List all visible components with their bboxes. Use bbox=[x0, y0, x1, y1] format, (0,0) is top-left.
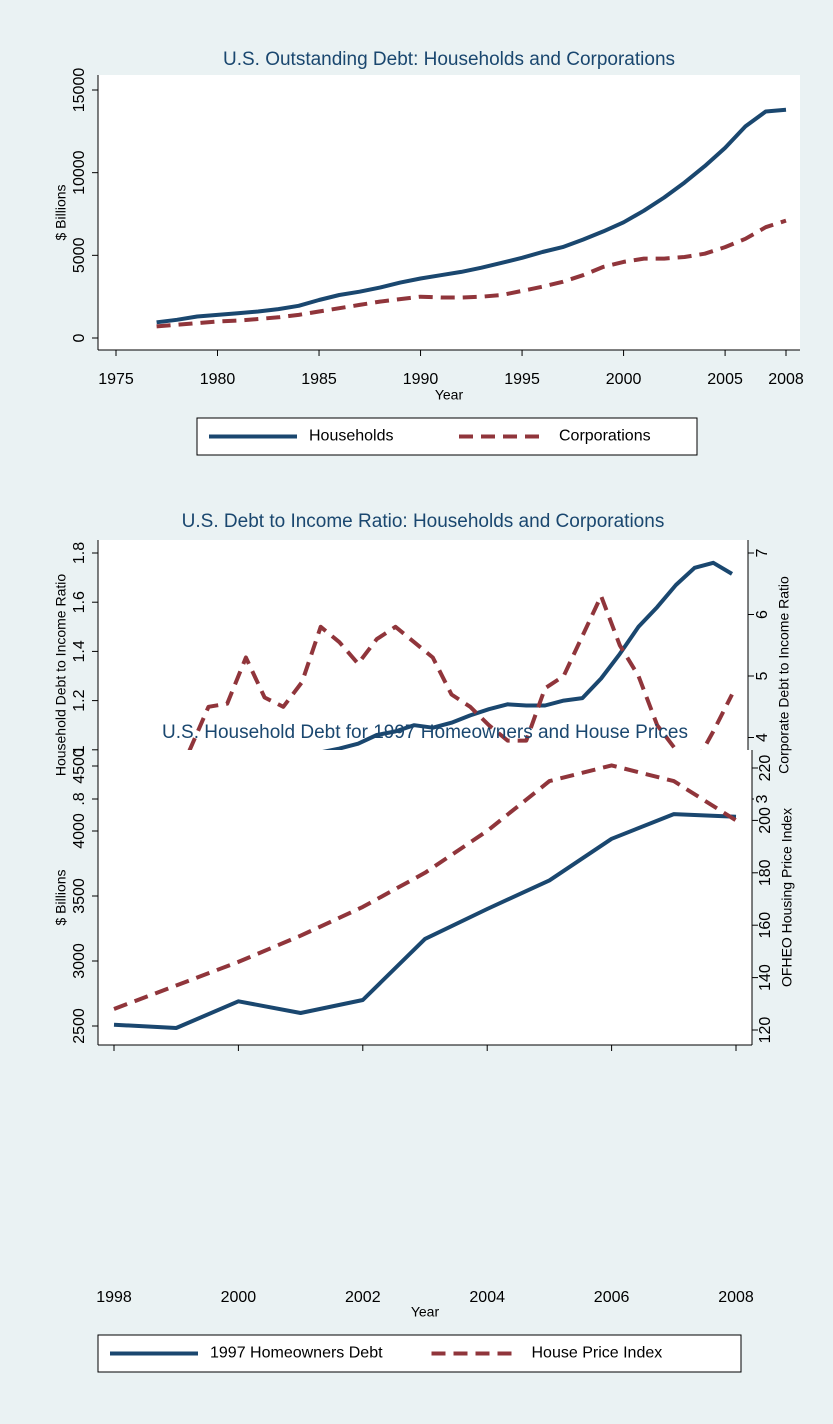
y-tick-label: 5000 bbox=[71, 237, 88, 273]
legend-label: Corporations bbox=[559, 428, 651, 445]
x-tick-label: 1985 bbox=[301, 371, 337, 388]
y-tick-label: 3000 bbox=[71, 943, 88, 979]
y-tick-label: 1 bbox=[71, 745, 88, 754]
y-tick-label: .8 bbox=[71, 792, 88, 805]
x-axis-title: Year bbox=[411, 1304, 440, 1320]
y2-tick-label: 200 bbox=[757, 807, 774, 834]
y-tick-label: 15000 bbox=[71, 68, 88, 113]
y-axis-title: $ Billions bbox=[53, 184, 69, 240]
y-axis-title: Household Debt to Income Ratio bbox=[53, 574, 69, 777]
y-tick-label: 1.8 bbox=[71, 542, 88, 564]
y2-axis-title: OFHEO Housing Price Index bbox=[779, 808, 795, 987]
x-tick-label: 1975 bbox=[98, 371, 134, 388]
x-tick-label: 1990 bbox=[403, 371, 439, 388]
x-tick-label: 2005 bbox=[707, 371, 743, 388]
x-tick-label: 2008 bbox=[718, 1289, 754, 1306]
y-tick-label: 1.6 bbox=[71, 591, 88, 613]
series-line bbox=[113, 763, 738, 1011]
chart-title: U.S. Household Debt for 1997 Homeowners … bbox=[162, 722, 688, 743]
x-tick-label: 1995 bbox=[504, 371, 540, 388]
x-tick-label: 2000 bbox=[606, 371, 642, 388]
y-tick-label: 3500 bbox=[71, 878, 88, 914]
chart-title: U.S. Outstanding Debt: Households and Co… bbox=[223, 49, 675, 70]
legend-label: House Price Index bbox=[532, 1345, 663, 1362]
y2-tick-label: 6 bbox=[754, 610, 771, 619]
y2-tick-label: 140 bbox=[757, 964, 774, 991]
y2-tick-label: 160 bbox=[757, 912, 774, 939]
legend bbox=[196, 417, 698, 456]
series-line bbox=[156, 218, 787, 329]
y-tick-label: 2500 bbox=[71, 1008, 88, 1044]
y2-tick-label: 4 bbox=[754, 733, 771, 742]
chart-title: U.S. Debt to Income Ratio: Households an… bbox=[182, 511, 665, 532]
x-tick-label: 2008 bbox=[768, 371, 804, 388]
y-tick-label: 1.4 bbox=[71, 640, 88, 662]
x-tick-label: 2002 bbox=[345, 1289, 381, 1306]
series-line bbox=[113, 812, 737, 1030]
y2-axis-title: Corporate Debt to Income Ratio bbox=[776, 576, 792, 774]
y2-tick-label: 180 bbox=[757, 859, 774, 886]
y2-tick-label: 7 bbox=[754, 548, 771, 557]
y2-tick-label: 3 bbox=[754, 794, 771, 803]
y2-tick-label: 5 bbox=[754, 671, 771, 680]
y-tick-label: 4000 bbox=[71, 813, 88, 849]
x-axis-title: Year bbox=[435, 387, 464, 403]
plot-area bbox=[98, 75, 800, 350]
series-line bbox=[156, 107, 787, 325]
y-tick-label: 4500 bbox=[71, 748, 88, 784]
legend-label: 1997 Homeowners Debt bbox=[210, 1345, 383, 1362]
x-tick-label: 1998 bbox=[96, 1289, 132, 1306]
y-tick-label: 10000 bbox=[71, 150, 88, 195]
x-tick-label: 2004 bbox=[469, 1289, 505, 1306]
y2-tick-label: 120 bbox=[757, 1017, 774, 1044]
series-line bbox=[152, 594, 734, 771]
x-tick-label: 1980 bbox=[200, 371, 236, 388]
y-tick-label: 0 bbox=[71, 333, 88, 342]
y-tick-label: 1.2 bbox=[71, 689, 88, 711]
x-tick-label: 2000 bbox=[221, 1289, 257, 1306]
legend-label: Households bbox=[309, 428, 394, 445]
x-tick-label: 2006 bbox=[594, 1289, 630, 1306]
y2-tick-label: 220 bbox=[757, 755, 774, 782]
y-axis-title: $ Billions bbox=[53, 869, 69, 925]
plot-area bbox=[98, 750, 752, 1045]
legend bbox=[97, 1334, 742, 1373]
